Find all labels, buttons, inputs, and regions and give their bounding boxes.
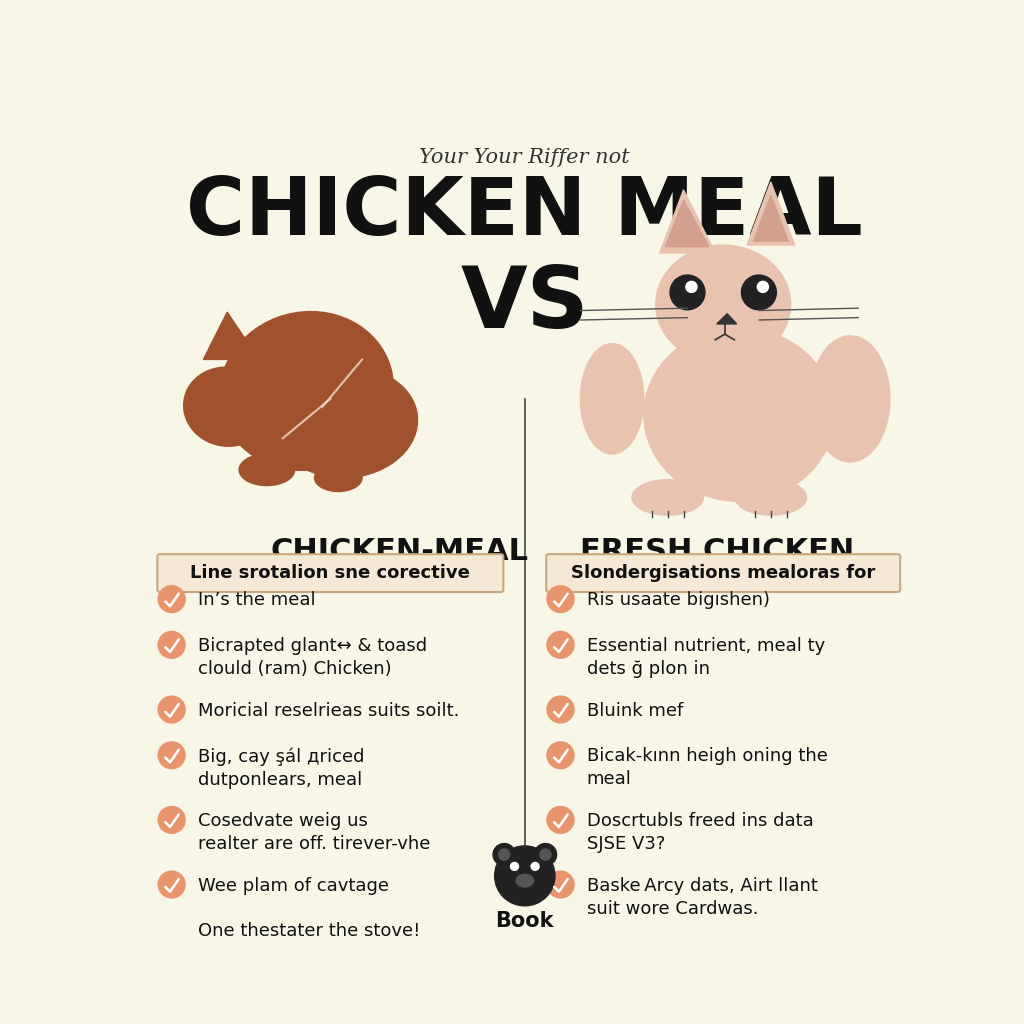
Ellipse shape [644, 328, 835, 502]
Text: Wee plam of cavtage: Wee plam of cavtage [198, 877, 389, 895]
Polygon shape [204, 312, 259, 359]
Ellipse shape [632, 479, 703, 515]
Polygon shape [748, 182, 795, 245]
Ellipse shape [220, 311, 393, 470]
Ellipse shape [655, 245, 791, 364]
Text: Big, cay şál дriced
dutponlears, meal: Big, cay şál дriced dutponlears, meal [198, 748, 365, 788]
Ellipse shape [314, 464, 362, 492]
Text: CHICKEN MEAL: CHICKEN MEAL [186, 174, 863, 252]
Circle shape [158, 741, 185, 769]
Circle shape [547, 741, 574, 769]
Circle shape [547, 696, 574, 723]
Text: Line srotalion sne corective: Line srotalion sne corective [190, 564, 470, 582]
Circle shape [499, 849, 510, 860]
Text: In’s the meal: In’s the meal [198, 591, 315, 609]
Text: Cosedvate weig us
realter are off. tirever-vhe: Cosedvate weig us realter are off. tirev… [198, 812, 430, 853]
Polygon shape [666, 200, 709, 247]
Ellipse shape [735, 479, 807, 515]
Text: Bluink mef: Bluink mef [587, 701, 683, 720]
Circle shape [494, 844, 515, 865]
Circle shape [511, 862, 518, 870]
Circle shape [158, 871, 185, 898]
Text: Bicrapted glant↔ & toasd
clould (ram) Chicken): Bicrapted glant↔ & toasd clould (ram) Ch… [198, 637, 427, 678]
Circle shape [547, 586, 574, 612]
Circle shape [535, 844, 557, 865]
Circle shape [547, 807, 574, 834]
Circle shape [547, 632, 574, 658]
Circle shape [540, 849, 551, 860]
Text: Doscrtubls freed ins data
SJSE V3?: Doscrtubls freed ins data SJSE V3? [587, 812, 813, 853]
FancyBboxPatch shape [546, 554, 900, 592]
Text: VS: VS [461, 263, 589, 346]
Text: FRESH CHICKEN: FRESH CHICKEN [581, 537, 855, 566]
Circle shape [158, 807, 185, 834]
Polygon shape [717, 313, 736, 324]
Polygon shape [659, 189, 715, 253]
Circle shape [158, 916, 185, 944]
Circle shape [531, 862, 539, 870]
Text: CHICKEN-MEAL: CHICKEN-MEAL [270, 537, 528, 566]
Circle shape [495, 846, 555, 906]
Text: Your Your Riffer not: Your Your Riffer not [420, 148, 630, 167]
Polygon shape [754, 196, 788, 241]
Circle shape [686, 282, 697, 293]
Ellipse shape [581, 344, 644, 454]
Circle shape [670, 275, 705, 309]
Text: Book: Book [496, 911, 554, 932]
Circle shape [158, 586, 185, 612]
Text: Slondergisations mealoras for: Slondergisations mealoras for [571, 564, 876, 582]
Ellipse shape [183, 368, 270, 446]
Ellipse shape [274, 368, 418, 478]
Circle shape [741, 275, 776, 309]
Circle shape [547, 871, 574, 898]
FancyBboxPatch shape [158, 554, 504, 592]
Text: Bicak-kınn heigh oning the
meal: Bicak-kınn heigh oning the meal [587, 748, 827, 788]
Ellipse shape [239, 454, 295, 485]
Circle shape [758, 282, 768, 293]
Text: Baske Arcy dats, Airt llant
suit wore Cardwas.: Baske Arcy dats, Airt llant suit wore Ca… [587, 877, 817, 918]
Text: One thestater the stove!: One thestater the stove! [198, 923, 420, 940]
Ellipse shape [516, 874, 534, 887]
Circle shape [158, 696, 185, 723]
Text: Ris usaate bigıshen): Ris usaate bigıshen) [587, 591, 770, 609]
Text: Essential nutrient, meal ty
dets ğ plon in: Essential nutrient, meal ty dets ğ plon … [587, 637, 825, 678]
Circle shape [158, 632, 185, 658]
Ellipse shape [811, 336, 890, 462]
Text: Moricial reselrieas suits soilt.: Moricial reselrieas suits soilt. [198, 701, 459, 720]
